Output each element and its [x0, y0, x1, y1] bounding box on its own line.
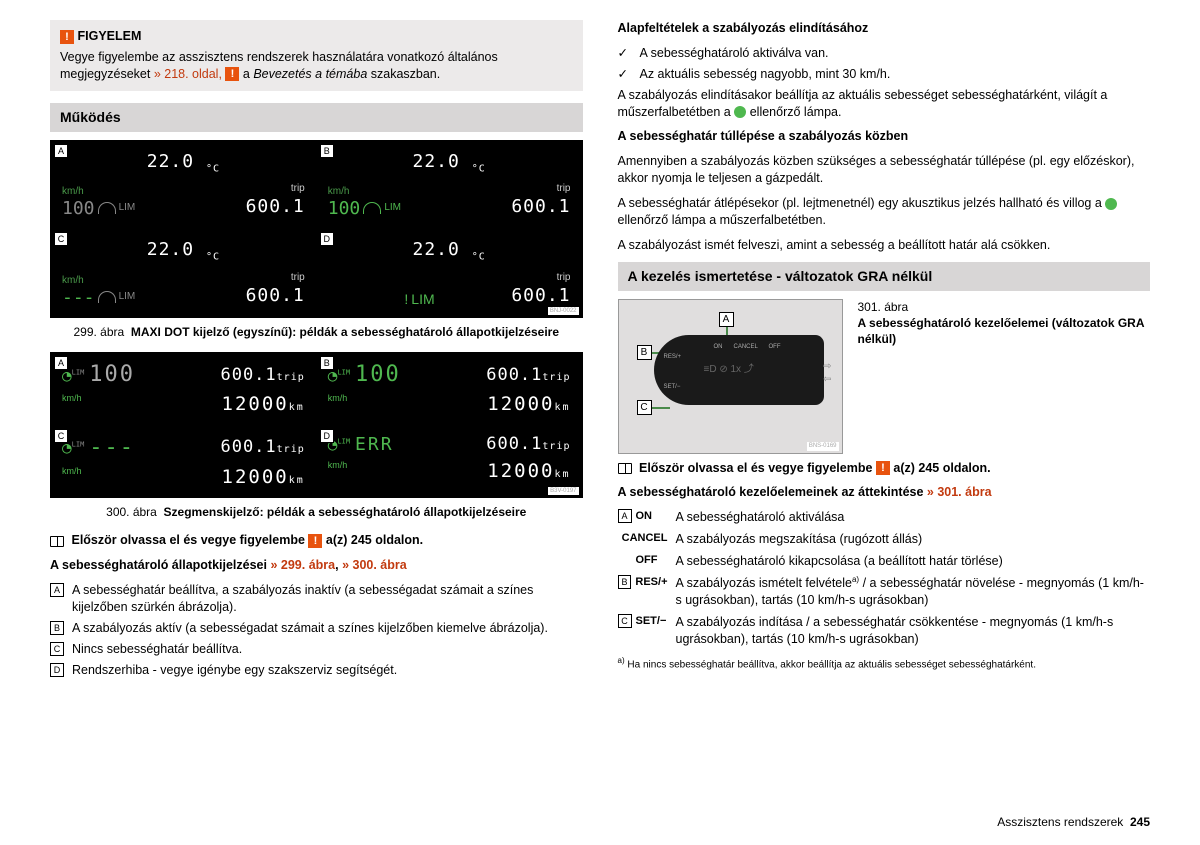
condition-1: ✓A sebességhatároló aktiválva van.: [618, 45, 1151, 62]
read-first-note: Először olvassa el és vegye figyelembe !…: [50, 532, 583, 549]
footnote-a: a) Ha nincs sebességhatár beállítva, akk…: [618, 656, 1151, 672]
dashboard-grid-2: A ◔LIM 100 600.1trip km/h 12000km B ◔LIM…: [50, 352, 583, 498]
figure-299-caption: 299. ábra MAXI DOT kijelző (egyszínű): p…: [50, 324, 583, 340]
status-item-b: BA szabályozás aktív (a sebességadat szá…: [50, 620, 583, 637]
figure-300-caption: 300. ábra Szegmenskijelző: példák a sebe…: [50, 504, 583, 520]
cell-label-c: C: [54, 232, 68, 246]
image-code: B3V-0197: [548, 487, 578, 495]
image-code: BNJ-0022: [548, 307, 579, 315]
status-item-c: CNincs sebességhatár beállítva.: [50, 641, 583, 658]
warning-text: Vegye figyelembe az asszisztens rendszer…: [60, 49, 573, 83]
figure-301: A B C ON CANCEL OFF RES/+ SET/− ≡D ⊘ 1x …: [618, 299, 1151, 454]
subheading-exceed: A sebességhatár túllépése a szabályozás …: [618, 128, 1151, 145]
para-start-control: A szabályozás elindításakor beállítja az…: [618, 87, 1151, 121]
condition-2: ✓Az aktuális sebesség nagyobb, mint 30 k…: [618, 66, 1151, 83]
warning-icon: !: [60, 30, 74, 44]
controls-overview-title: A sebességhatároló kezelőelemeinek az át…: [618, 484, 1151, 501]
para-exceed: Amennyiben a szabályozás közben szüksége…: [618, 153, 1151, 187]
book-icon: [50, 536, 64, 547]
para-resume: A szabályozást ismét felveszi, amint a s…: [618, 237, 1151, 254]
book-icon: [618, 463, 632, 474]
section-header-controls: A kezelés ismertetése - változatok GRA n…: [618, 262, 1151, 291]
warning-box: ! FIGYELEM Vegye figyelembe az assziszte…: [50, 20, 583, 91]
controls-table: AON A sebességhatároló aktiválása CANCEL…: [618, 509, 1151, 647]
dashboard-grid-1: A 22.0 °C km/h 100 LIM trip 600.1 B 22.0: [50, 140, 583, 319]
read-first-note-2: Először olvassa el és vegye figyelembe !…: [618, 460, 1151, 477]
conditions-title: Alapfeltételek a szabályozás elindításáh…: [618, 20, 1151, 37]
para-acoustic: A sebességhatár átlépésekor (pl. lejtmen…: [618, 195, 1151, 229]
status-item-d: DRendszerhiba - vegye igénybe egy szaksz…: [50, 662, 583, 679]
warning-title: FIGYELEM: [77, 29, 141, 43]
cell-label-b: B: [320, 144, 334, 158]
cell-label-d: D: [320, 232, 334, 246]
section-header-operation: Működés: [50, 103, 583, 132]
page-footer: Asszisztens rendszerek 245: [997, 814, 1150, 830]
status-item-a: AA sebességhatár beállítva, a szabályozá…: [50, 582, 583, 616]
cell-label-a: A: [54, 144, 68, 158]
indicator-lamp-icon: [734, 106, 746, 118]
indicator-lamp-icon: [1105, 198, 1117, 210]
status-heading: A sebességhatároló állapotkijelzései » 2…: [50, 557, 583, 574]
